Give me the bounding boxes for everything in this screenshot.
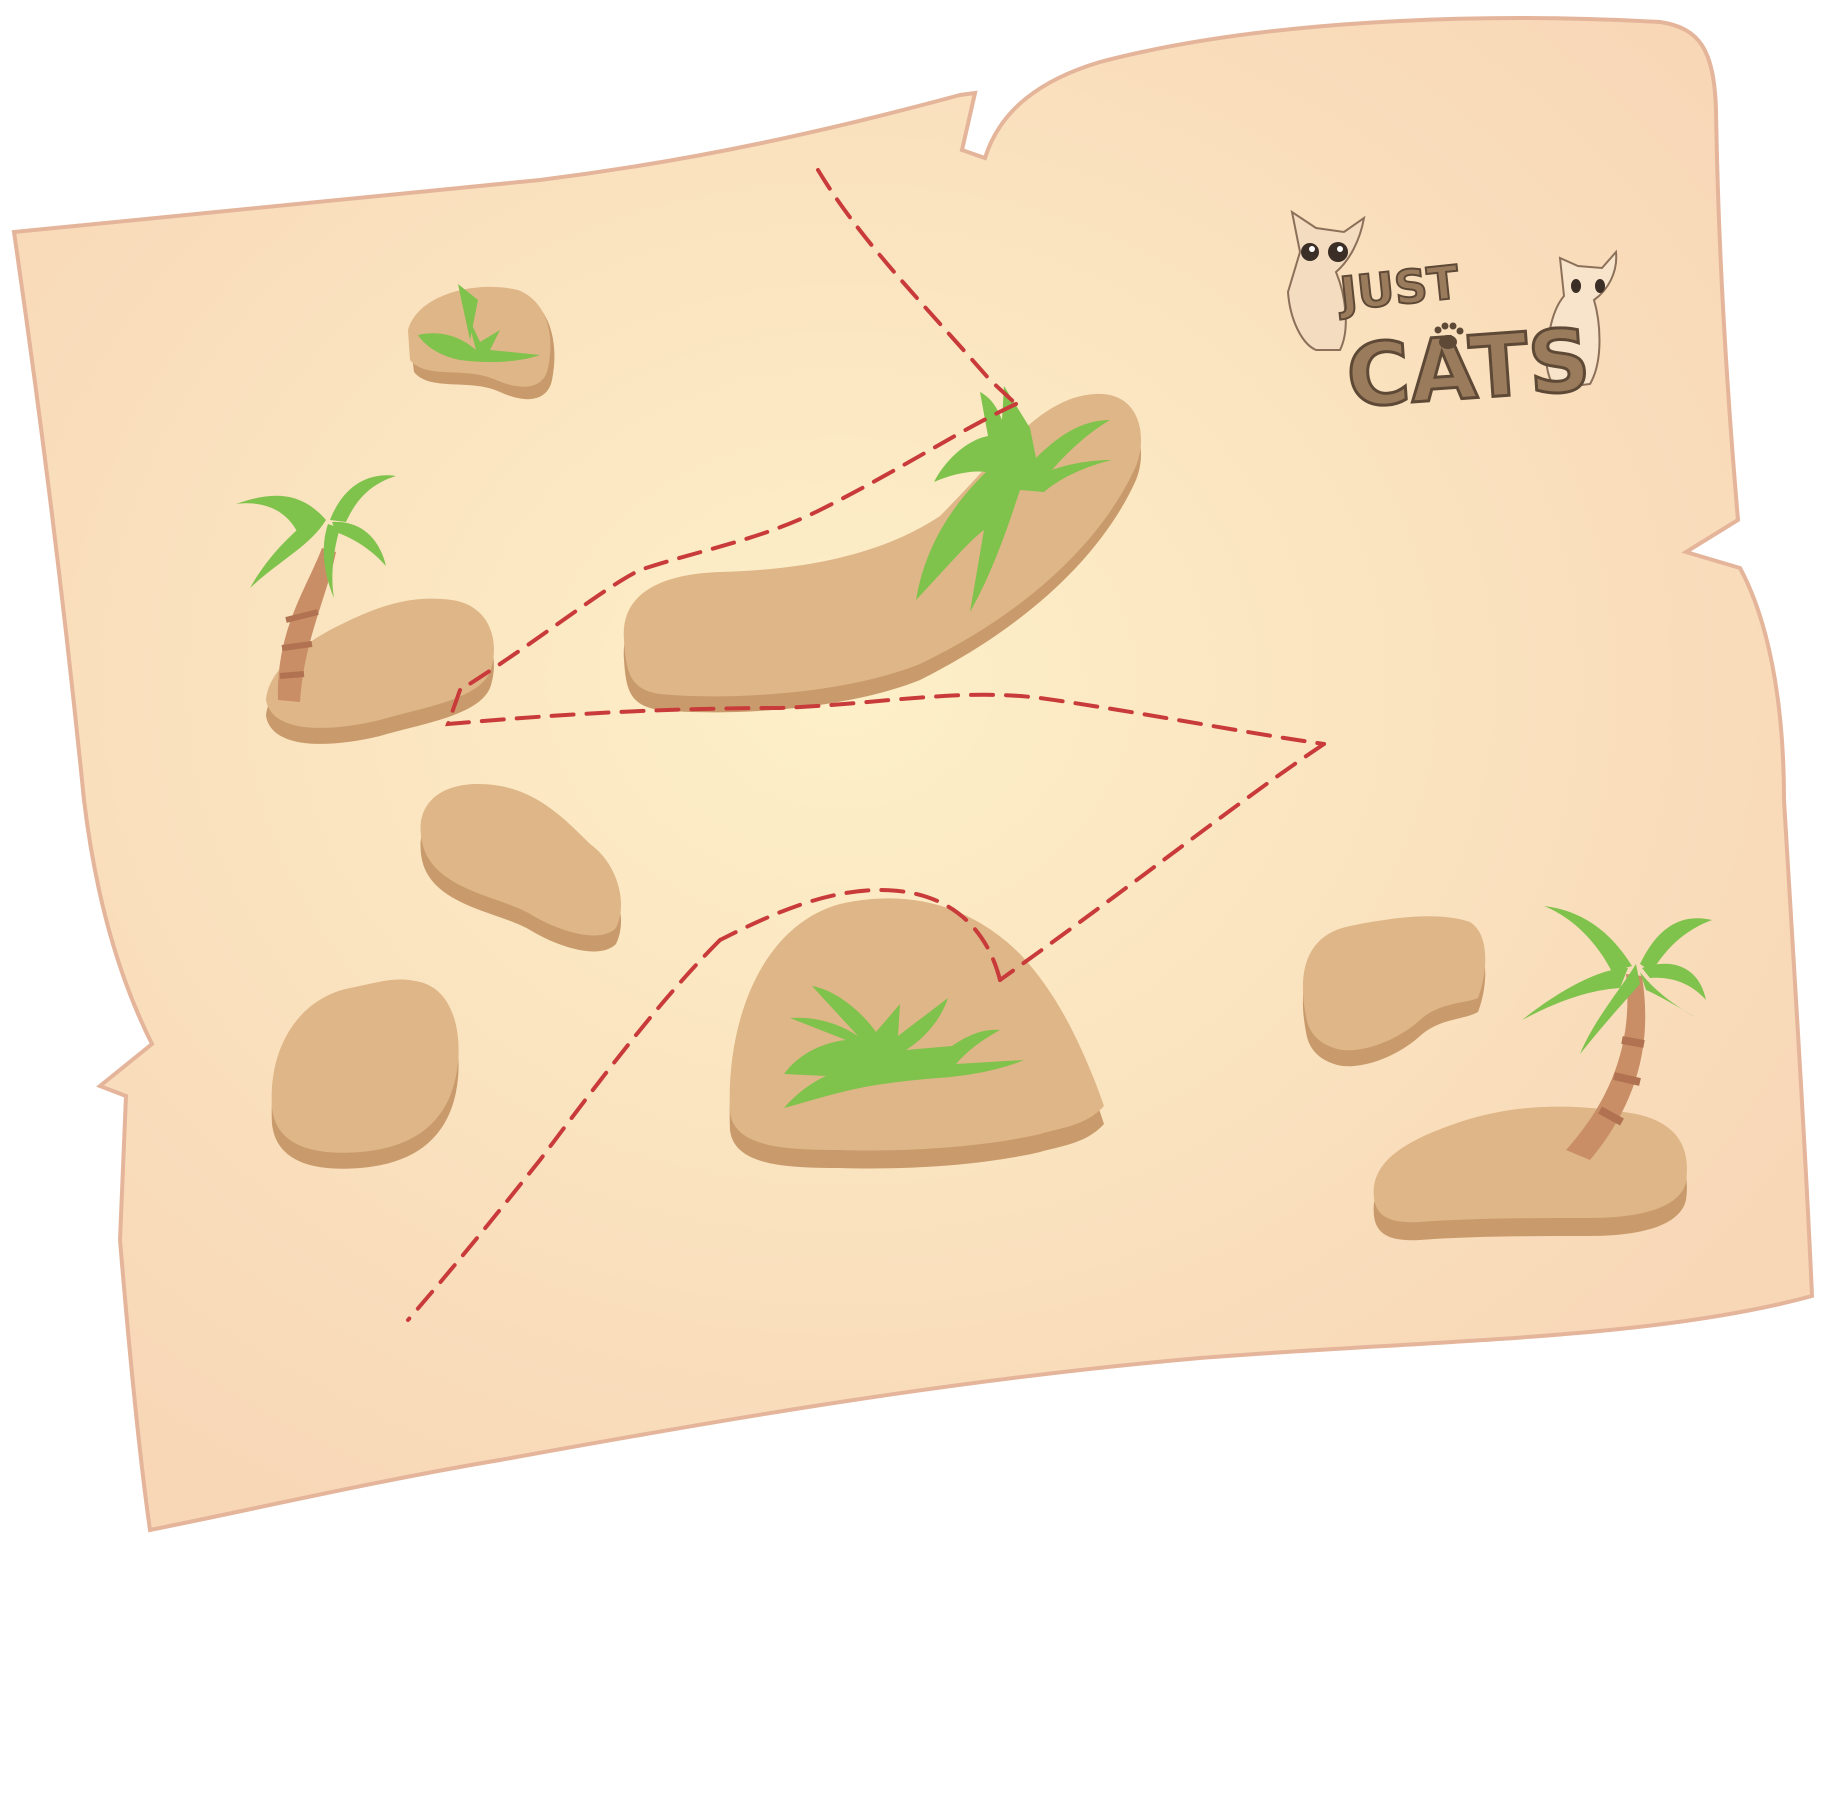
grass-tuft-icon (418, 284, 540, 363)
island-small-grass (408, 284, 555, 400)
island-grass-center (729, 898, 1104, 1169)
cat-icon (1544, 249, 1618, 390)
grass-tuft-icon (784, 986, 1024, 1108)
island-boomerang (623, 386, 1142, 713)
map-paper (11, 16, 1815, 1533)
route-arc (718, 887, 1002, 982)
treasure-route (406, 168, 1326, 1322)
cat-icon (1286, 209, 1366, 351)
palm-tree-icon (1522, 906, 1712, 1160)
island-palm-right (1373, 906, 1712, 1241)
route-main (458, 402, 1018, 692)
island-rock-right (1302, 916, 1486, 1067)
paw-icon (1434, 322, 1464, 349)
logo-word-cats: CATS (1344, 311, 1594, 428)
palm-tree-icon (236, 475, 396, 702)
island-blob-left (271, 979, 459, 1169)
grass-tuft-icon (916, 386, 1112, 612)
route-north (816, 168, 1018, 406)
island-palm-left (236, 475, 494, 744)
route-branch (445, 688, 1326, 746)
route-south-west (406, 938, 722, 1322)
route-south-east (998, 742, 1326, 982)
island-bean (420, 784, 621, 952)
just-cats-logo: JUST CATS (1286, 209, 1618, 429)
